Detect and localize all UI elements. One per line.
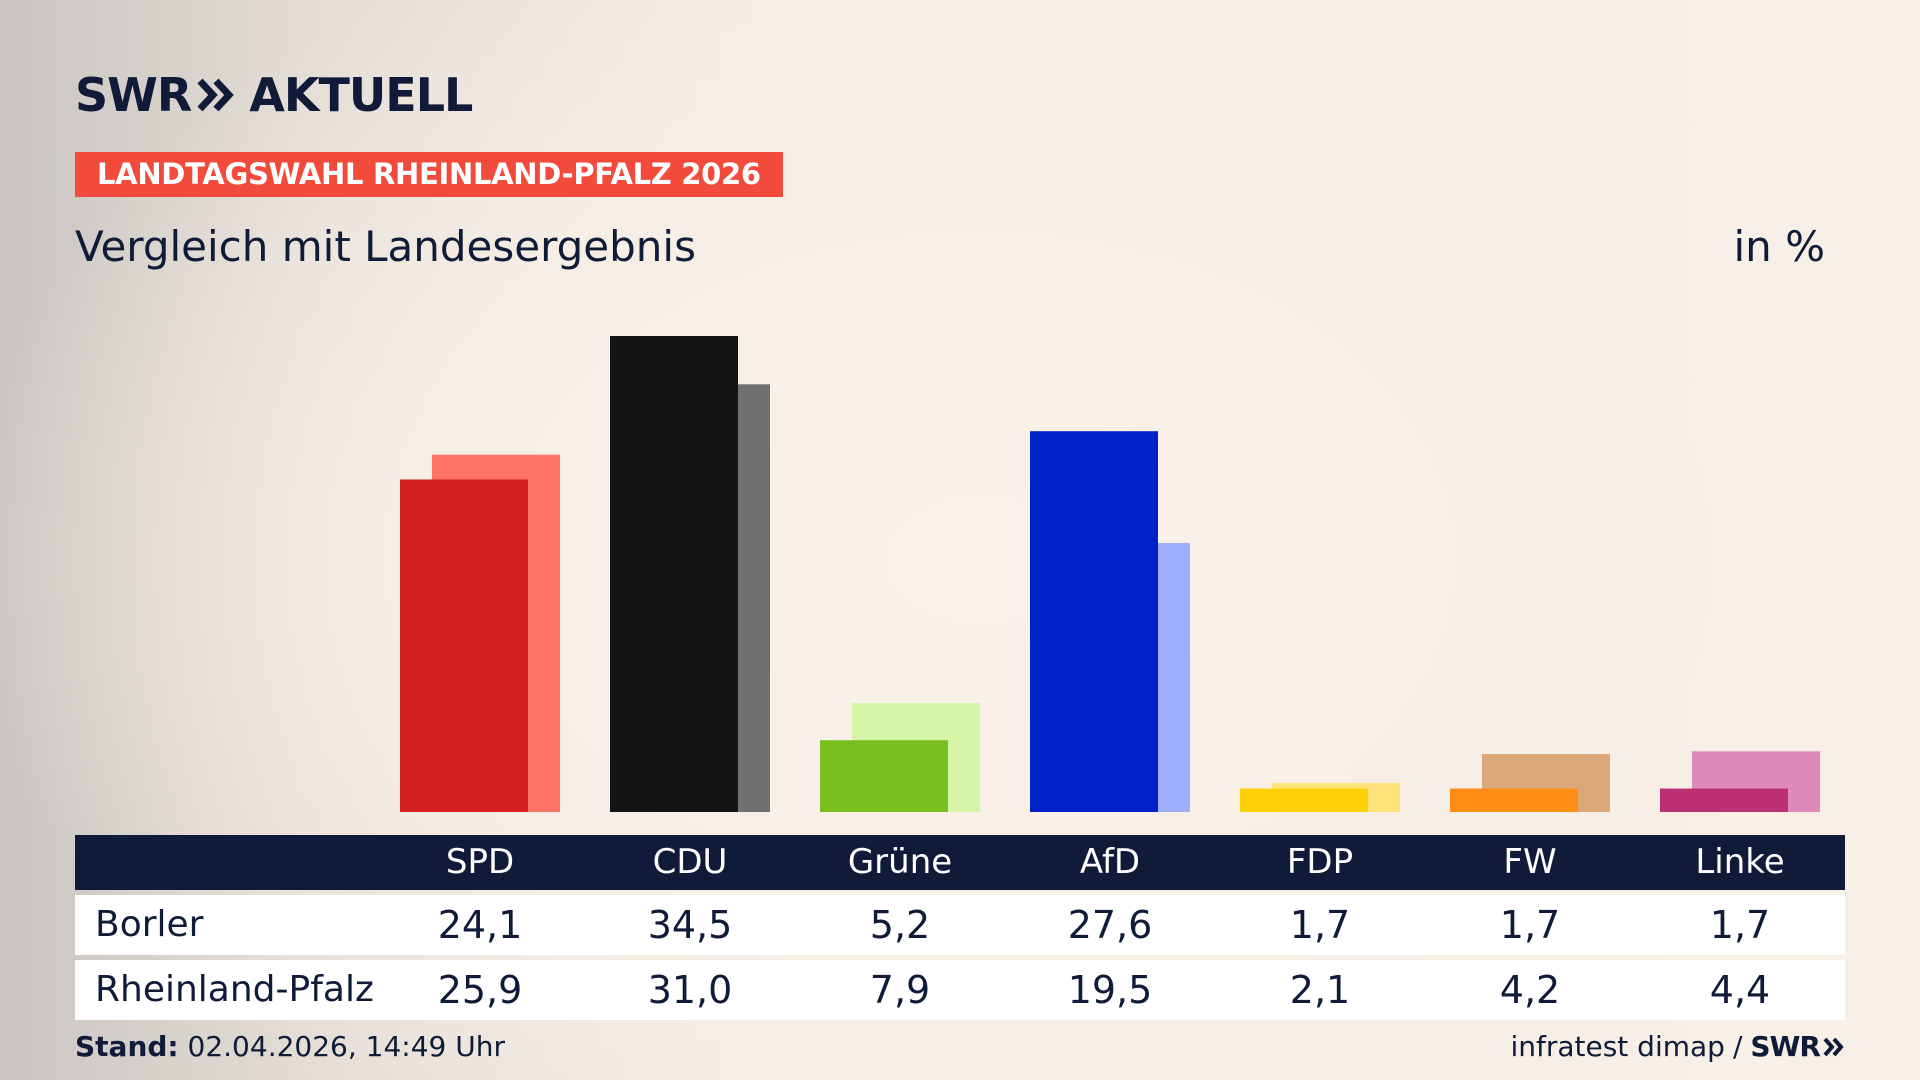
- table-row: Borler 24,1 34,5 5,2 27,6 1,7 1,7 1,7: [75, 895, 1845, 955]
- source-credit: infratest dimap / SWR: [1510, 1030, 1845, 1063]
- footer-brand: SWR: [1750, 1030, 1821, 1063]
- party-label: FW: [1503, 842, 1557, 882]
- row-label: Borler: [95, 904, 204, 945]
- product-text: AKTUELL: [249, 68, 473, 122]
- bar-spd-borler: [400, 479, 528, 812]
- timestamp: Stand: 02.04.2026, 14:49 Uhr: [75, 1030, 505, 1063]
- table-row: Rheinland-Pfalz 25,9 31,0 7,9 19,5 2,1 4,2 4,4: [75, 960, 1845, 1020]
- bar-grüne-borler: [820, 740, 948, 812]
- value-cell: 7,9: [869, 968, 931, 1012]
- results-table: SPD CDU Grüne AfD FDP FW Linke Borler 24,1 34,5…: [75, 835, 1845, 1020]
- value-cell: 4,2: [1499, 968, 1561, 1012]
- value-cell: 1,7: [1289, 903, 1351, 947]
- stand-value: 02.04.2026, 14:49 Uhr: [187, 1030, 505, 1063]
- value-cell: 2,1: [1289, 968, 1351, 1012]
- table-header: SPD CDU Grüne AfD FDP FW Linke: [75, 835, 1845, 890]
- bar-fw-borler: [1450, 788, 1578, 812]
- party-label: AfD: [1079, 842, 1141, 882]
- value-cell: 24,1: [437, 903, 523, 947]
- stand-label: Stand:: [75, 1030, 179, 1063]
- party-label: Grüne: [847, 842, 953, 882]
- party-label: CDU: [652, 842, 728, 882]
- row-label: Rheinland-Pfalz: [95, 969, 374, 1010]
- value-cell: 5,2: [869, 903, 931, 947]
- bar-fdp-borler: [1240, 788, 1368, 812]
- source-text: infratest dimap: [1510, 1030, 1725, 1063]
- value-cell: 27,6: [1067, 903, 1153, 947]
- unit-label: in %: [1733, 222, 1825, 271]
- brand-text: SWR: [75, 68, 192, 122]
- swr-aktuell-logo: SWR AKTUELL: [75, 68, 473, 122]
- value-cell: 31,0: [647, 968, 733, 1012]
- bar-cdu-borler: [610, 336, 738, 812]
- value-cell: 1,7: [1709, 903, 1771, 947]
- party-label: FDP: [1286, 842, 1354, 882]
- value-cell: 34,5: [647, 903, 733, 947]
- chart-subtitle: Vergleich mit Landesergebnis: [75, 222, 696, 271]
- bar-afd-borler: [1030, 431, 1158, 812]
- double-chevron-icon: [1823, 1037, 1844, 1056]
- value-cell: 4,4: [1709, 968, 1771, 1012]
- value-cell: 1,7: [1499, 903, 1561, 947]
- double-chevron-icon: [197, 78, 235, 112]
- election-badge: LANDTAGSWAHL RHEINLAND-PFALZ 2026: [75, 152, 783, 197]
- party-label: Linke: [1695, 842, 1785, 882]
- bar-linke-borler: [1660, 788, 1788, 812]
- party-label: SPD: [445, 842, 515, 882]
- value-cell: 25,9: [437, 968, 523, 1012]
- separator: /: [1732, 1030, 1743, 1063]
- value-cell: 19,5: [1067, 968, 1153, 1012]
